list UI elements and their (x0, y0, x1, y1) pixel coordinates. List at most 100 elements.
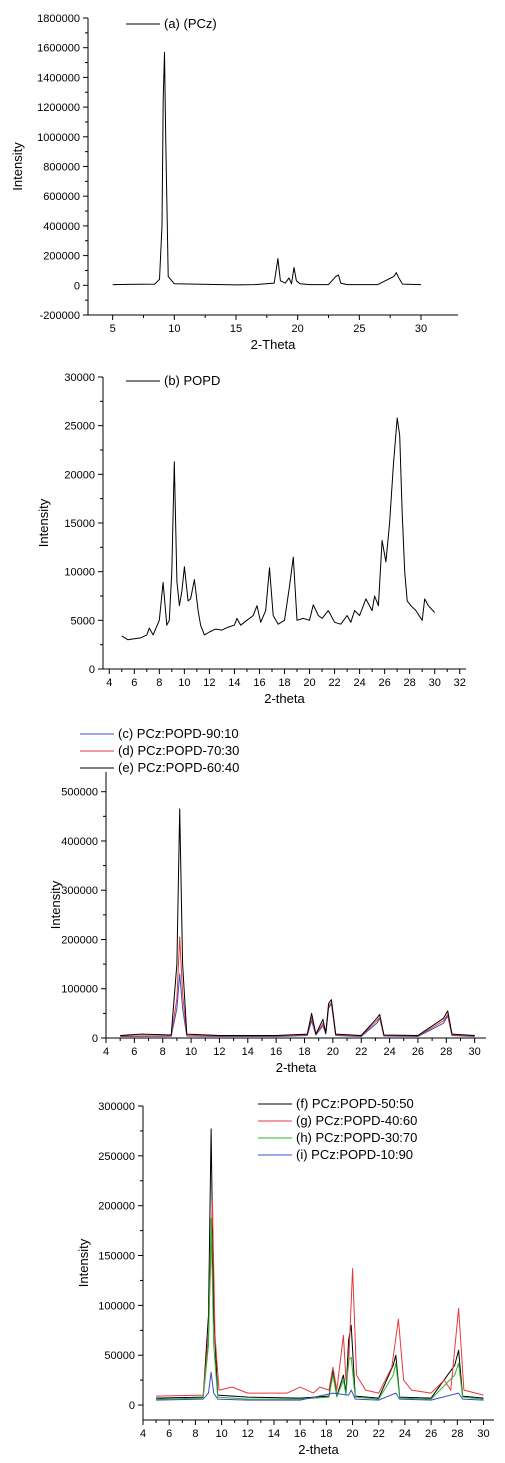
y-tick-label: 300000 (98, 1101, 135, 1113)
x-tick-label: 30 (415, 323, 427, 335)
y-tick-label: 400000 (43, 221, 80, 233)
x-tick-label: 4 (140, 1428, 146, 1440)
chart-panel-b: 0 5000 10000 15000 20000 25000 30000 4 6 8 10 12 14 1… (0, 365, 505, 715)
x-tick-label: 28 (451, 1428, 463, 1440)
x-tick-label: 12 (213, 1046, 225, 1058)
y-tick-label: 0 (74, 280, 80, 292)
y-tick-label: 0 (129, 1400, 135, 1412)
x-tick-label: 24 (399, 1428, 411, 1440)
x-tick-label: 16 (253, 677, 265, 689)
y-tick-label: 150000 (98, 1251, 135, 1263)
legend-label: (c) PCz:POPD-90:10 (118, 726, 239, 741)
x-tick-label: 12 (203, 677, 215, 689)
chart-b-svg: 0 5000 10000 15000 20000 25000 30000 4 6 8 10 12 14 1… (36, 372, 466, 706)
x-tick-label: 18 (320, 1428, 332, 1440)
x-tick-label: 4 (103, 1046, 109, 1058)
series-line (120, 936, 475, 1037)
series-line (120, 973, 475, 1037)
x-tick-label: 20 (303, 677, 315, 689)
x-tick-label: 32 (454, 677, 466, 689)
x-tick-label: 22 (328, 677, 340, 689)
x-tick-label: 10 (168, 323, 180, 335)
x-tick-label: 26 (412, 1046, 424, 1058)
y-tick-label: 1000000 (37, 132, 80, 144)
x-tick-label: 8 (156, 677, 162, 689)
y-tick-label: 400000 (61, 836, 98, 848)
x-axis-label: 2-theta (276, 1060, 317, 1075)
y-tick-label: 800000 (43, 162, 80, 174)
x-tick-label: 22 (373, 1428, 385, 1440)
x-tick-label: 10 (178, 677, 190, 689)
y-tick-label: 200000 (61, 934, 98, 946)
x-tick-label: 14 (268, 1428, 280, 1440)
x-tick-label: 10 (185, 1046, 197, 1058)
x-axis-label: 2-theta (264, 691, 305, 706)
y-tick-label: 20000 (64, 469, 95, 481)
legend-label: (d) PCz:POPD-70:30 (118, 743, 239, 758)
x-tick-label: 14 (242, 1046, 254, 1058)
x-tick-label: 20 (292, 323, 304, 335)
legend-label: (f) PCz:POPD-50:50 (296, 1096, 414, 1111)
y-tick-label: 1400000 (37, 72, 80, 84)
x-tick-label: 20 (346, 1428, 358, 1440)
x-tick-label: 30 (429, 677, 441, 689)
legend-label: (a) (PCz) (164, 16, 217, 31)
y-tick-label: 300000 (61, 885, 98, 897)
chart-panel-d: 0 50000 100000 150000 200000 250000 300000 4 6 8 1… (0, 1088, 505, 1458)
x-tick-label: 16 (270, 1046, 282, 1058)
y-tick-label: -200000 (40, 310, 80, 322)
x-tick-label: 4 (106, 677, 112, 689)
x-tick-label: 10 (215, 1428, 227, 1440)
y-tick-label: 250000 (98, 1151, 135, 1163)
series-line (156, 1371, 484, 1401)
x-tick-label: 28 (440, 1046, 452, 1058)
x-tick-label: 18 (278, 677, 290, 689)
y-tick-label: 5000 (71, 615, 95, 627)
y-tick-label: 0 (92, 1033, 98, 1045)
y-tick-label: 15000 (64, 518, 95, 530)
x-tick-label: 30 (477, 1428, 489, 1440)
chart-a-svg: -200000 0 200000 400000 600000 800000 1000000 1… (10, 13, 458, 352)
legend-label: (h) PCz:POPD-30:70 (296, 1130, 417, 1145)
x-tick-label: 24 (383, 1046, 395, 1058)
x-tick-label: 26 (379, 677, 391, 689)
series-line (156, 1200, 484, 1397)
series-line (156, 1128, 484, 1399)
y-tick-label: 1200000 (37, 102, 80, 114)
y-axis-label: Intensity (48, 880, 63, 929)
y-tick-label: 30000 (64, 372, 95, 384)
y-tick-label: 200000 (98, 1201, 135, 1213)
x-tick-label: 28 (404, 677, 416, 689)
x-tick-label: 26 (425, 1428, 437, 1440)
y-axis-label: Intensity (10, 142, 25, 191)
x-tick-label: 22 (355, 1046, 367, 1058)
x-axis-label: 2-Theta (251, 337, 297, 352)
legend-label: (i) PCz:POPD-10:90 (296, 1147, 413, 1162)
x-tick-label: 20 (327, 1046, 339, 1058)
x-tick-label: 5 (110, 323, 116, 335)
y-tick-label: 25000 (64, 421, 95, 433)
y-tick-label: 1800000 (37, 13, 80, 25)
x-tick-label: 15 (230, 323, 242, 335)
x-tick-label: 16 (294, 1428, 306, 1440)
series-line (112, 51, 422, 286)
y-tick-label: 100000 (98, 1300, 135, 1312)
y-tick-label: 10000 (64, 567, 95, 579)
x-tick-label: 8 (192, 1428, 198, 1440)
y-tick-label: 200000 (43, 251, 80, 263)
chart-panel-a: -200000 0 200000 400000 600000 800000 1000000 1… (0, 0, 505, 360)
y-tick-label: 50000 (104, 1350, 135, 1362)
x-tick-label: 8 (160, 1046, 166, 1058)
series-line (121, 417, 436, 641)
x-axis-label: 2-theta (298, 1442, 339, 1457)
legend-label: (b) POPD (164, 373, 220, 388)
y-tick-label: 0 (89, 664, 95, 676)
x-tick-label: 14 (228, 677, 240, 689)
legend-label: (g) PCz:POPD-40:60 (296, 1113, 417, 1128)
y-tick-label: 500000 (61, 787, 98, 799)
x-tick-label: 6 (131, 677, 137, 689)
chart-d-svg: 0 50000 100000 150000 200000 250000 300000 4 6 8 1… (76, 1096, 494, 1457)
legend-label: (e) PCz:POPD-60:40 (118, 760, 239, 775)
x-tick-label: 6 (166, 1428, 172, 1440)
chart-c-svg: 0 100000 200000 300000 400000 500000 4 6 8 10 12 14… (48, 726, 486, 1075)
